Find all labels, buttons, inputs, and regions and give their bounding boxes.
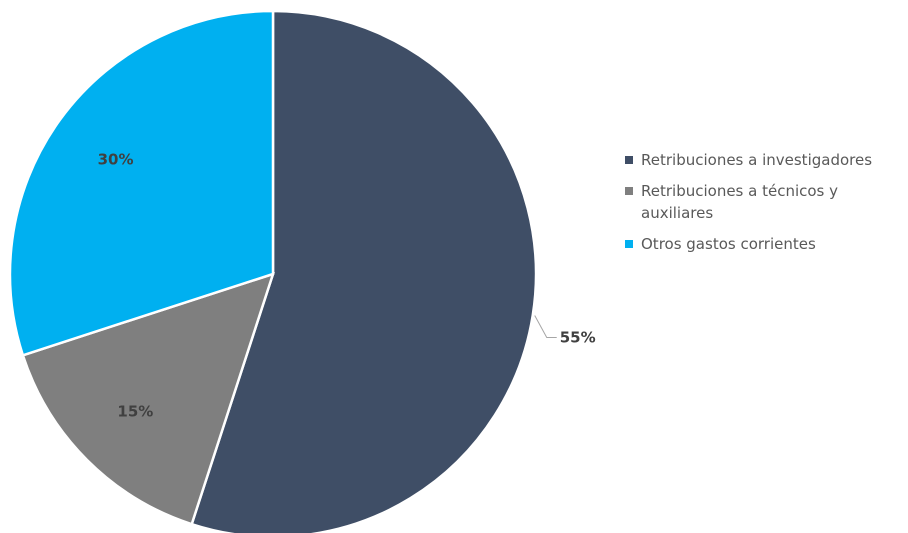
pie-slices <box>8 9 538 533</box>
pie-slice-otros-gastos <box>8 9 275 357</box>
legend-label-otros-gastos: Otros gastos corrientes <box>641 235 816 253</box>
legend-label-investigadores: Retribuciones a investigadores <box>641 151 873 169</box>
data-labels: 55% 15% 30% <box>98 151 596 421</box>
pie-slice-investigadores <box>190 9 538 533</box>
data-label-investigadores: 55% <box>560 328 596 346</box>
data-label-otros-gastos: 30% <box>98 151 134 169</box>
data-label-tecnicos: 15% <box>117 403 153 421</box>
legend-item-investigadores: Retribuciones a investigadores <box>625 149 895 171</box>
legend-item-otros-gastos: Otros gastos corrientes <box>625 233 895 255</box>
legend-item-tecnicos: Retribuciones a técnicos y auxiliares <box>625 180 895 224</box>
legend-swatch-otros-gastos <box>625 240 633 248</box>
leader-line-investigadores <box>534 315 557 338</box>
legend-swatch-tecnicos <box>625 187 633 195</box>
legend-swatch-investigadores <box>625 156 633 164</box>
pie-slice-tecnicos <box>21 272 275 526</box>
leader-lines <box>534 315 557 338</box>
legend-label-tecnicos: Retribuciones a técnicos y auxiliares <box>641 182 839 222</box>
chart-legend: Retribuciones a investigadores Retribuci… <box>625 149 895 264</box>
